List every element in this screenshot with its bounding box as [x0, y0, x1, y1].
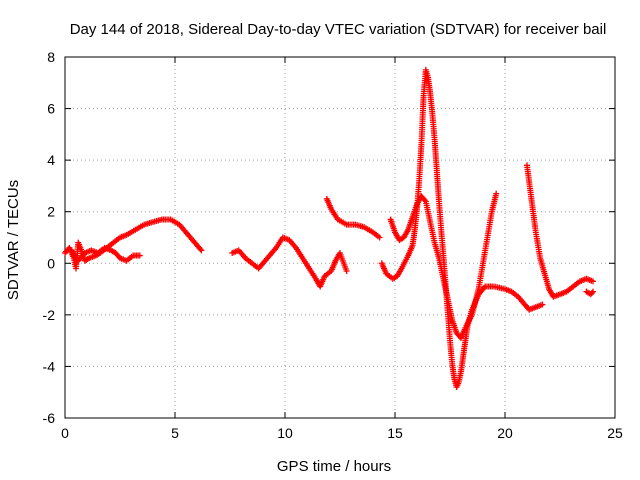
x-tick-label: 5 — [171, 425, 179, 441]
data-point — [198, 247, 205, 254]
x-axis-title: GPS time / hours — [277, 458, 391, 475]
y-tick-label: -2 — [43, 307, 56, 323]
series-seg-d2 — [387, 190, 500, 342]
chart-title: Day 144 of 2018, Sidereal Day-to-day VTE… — [70, 21, 607, 38]
data-point — [343, 268, 350, 275]
data-point — [590, 278, 596, 285]
x-tick-label: 10 — [277, 425, 293, 441]
y-tick-label: -4 — [43, 358, 56, 374]
x-tick-label: 25 — [607, 425, 623, 441]
grid-lines — [65, 57, 615, 418]
series-seg-b — [229, 234, 350, 290]
plot-frame — [64, 56, 616, 419]
y-tick-label: 4 — [47, 152, 55, 168]
data-point — [197, 246, 204, 253]
series-seg-c — [323, 195, 383, 241]
y-axis-title: SDTVAR / TECUs — [5, 180, 22, 300]
y-tick-label: 0 — [47, 255, 55, 271]
y-tick-label: -6 — [43, 410, 56, 426]
y-tick-label: 6 — [47, 101, 55, 117]
series-seg-f — [583, 288, 596, 298]
data-point — [588, 289, 595, 296]
data-point — [590, 288, 596, 295]
series-seg-d1 — [378, 66, 546, 391]
x-tick-label: 15 — [387, 425, 403, 441]
x-tick-label: 20 — [497, 425, 513, 441]
y-tick-label: 2 — [47, 204, 55, 220]
data-point — [539, 301, 546, 308]
series-seg-e — [524, 162, 596, 300]
y-tick-label: 8 — [47, 49, 55, 65]
data-point — [376, 234, 383, 241]
series-seg-a2 — [68, 244, 143, 264]
data-points — [62, 66, 596, 391]
x-axis-ticks: 0 5 10 15 20 25 — [61, 57, 623, 441]
data-point — [421, 197, 428, 204]
data-point — [493, 190, 500, 197]
y-axis-ticks: -6 -4 -2 0 2 4 6 8 — [43, 49, 615, 426]
data-point — [136, 252, 143, 259]
x-tick-label: 0 — [61, 425, 69, 441]
